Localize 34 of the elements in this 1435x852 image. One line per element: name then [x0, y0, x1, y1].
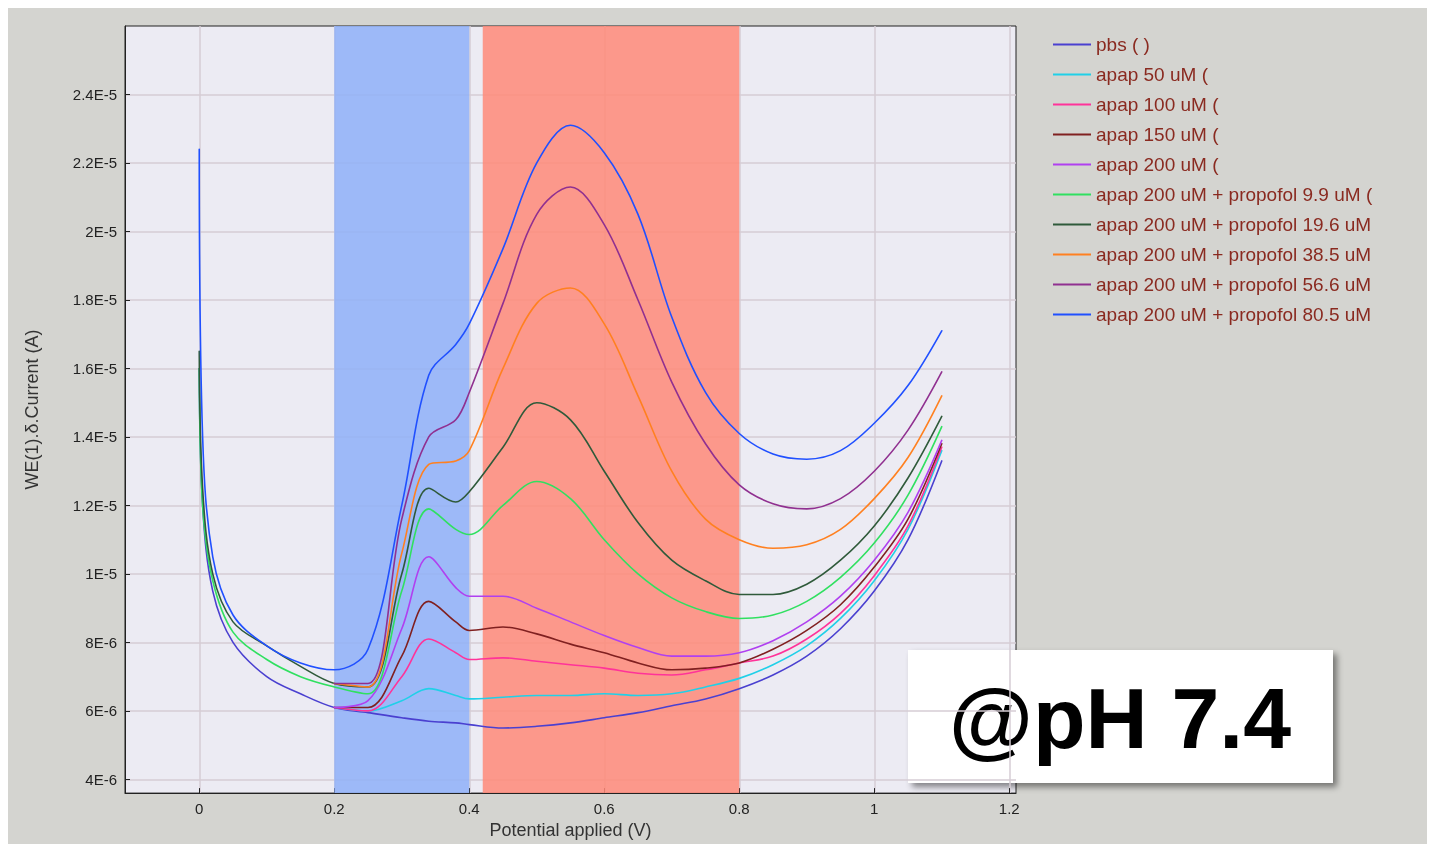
legend-label: apap 200 uM + propofol 56.6 uM	[1096, 274, 1372, 295]
annotation: @pH 7.4	[949, 670, 1292, 766]
y-tick-label: 1.6E-5	[72, 359, 117, 377]
legend-label: apap 200 uM + propofol 9.9 uM (	[1096, 184, 1373, 205]
x-tick-label: 1.2	[998, 800, 1020, 818]
legend-label: apap 200 uM + propofol 80.5 uM	[1096, 304, 1372, 325]
legend-label: apap 200 uM (	[1096, 154, 1220, 175]
line-series	[333, 287, 943, 688]
line-series	[198, 124, 943, 671]
legend-label: apap 200 uM + propofol 19.6 uM	[1096, 214, 1372, 235]
y-tick-label: 1.2E-5	[72, 496, 117, 514]
y-tick-label: 1.4E-5	[72, 428, 117, 446]
y-tick-label: 6E-6	[85, 702, 117, 720]
x-tick-label: 0.2	[323, 800, 345, 818]
y-axis-title: WE(1).δ.Current (A)	[22, 329, 42, 490]
x-tick-label: 1	[870, 800, 879, 818]
legend-label: apap 100 uM (	[1096, 94, 1220, 115]
y-tick-label: 2.2E-5	[72, 154, 117, 172]
y-tick-label: 1E-5	[85, 565, 117, 583]
legend-label: apap 200 uM + propofol 38.5 uM	[1096, 244, 1372, 265]
legend-label: apap 150 uM (	[1096, 124, 1220, 145]
x-axis-title: Potential applied (V)	[489, 820, 652, 840]
legend-label: pbs ( )	[1096, 34, 1150, 55]
y-tick-label: 2.4E-5	[72, 85, 117, 103]
y-tick-label: 8E-6	[85, 633, 117, 651]
x-tick-label: 0.6	[593, 800, 615, 818]
y-tick-label: 2E-5	[85, 222, 117, 240]
y-tick-label: 1.8E-5	[72, 291, 117, 309]
x-tick-label: 0.4	[458, 800, 480, 818]
legend-label: apap 50 uM (	[1096, 64, 1209, 85]
x-tick-label: 0.8	[728, 800, 750, 818]
y-tick-label: 4E-6	[85, 770, 117, 788]
line-series	[333, 186, 943, 685]
x-tick-label: 0	[195, 800, 204, 818]
